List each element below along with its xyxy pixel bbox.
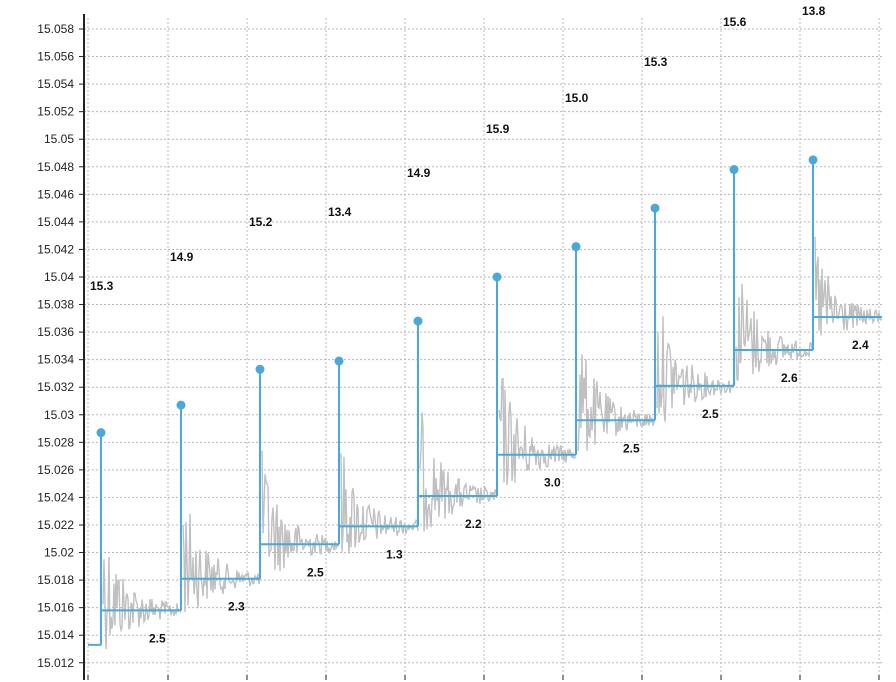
y-tick-label: 15.046 — [37, 187, 74, 201]
noise-trace — [102, 557, 182, 650]
noise-trace — [577, 354, 656, 452]
noise-trace — [656, 316, 735, 422]
y-tick-label: 15.056 — [37, 50, 74, 64]
peak-marker — [650, 203, 660, 213]
step-delta-label: 2.6 — [781, 371, 798, 385]
noise-traces — [102, 236, 883, 650]
y-tick-label: 15.044 — [37, 215, 74, 229]
y-tick-label: 15.024 — [37, 490, 74, 504]
peak-marker — [492, 272, 502, 282]
y-tick-label: 15.03 — [44, 408, 74, 422]
data-labels: 15.3 2.5 14.9 2.3 15.2 2.5 13.4 1.3 14.9 2.2 15.9 3… — [90, 4, 869, 645]
step-delta-label: 1.3 — [386, 547, 403, 561]
y-tick-label: 15.018 — [37, 573, 74, 587]
y-tick-label: 15.026 — [37, 463, 74, 477]
step-delta-label: 2.4 — [852, 338, 869, 352]
step-delta-label: 2.5 — [149, 631, 166, 645]
y-tick-label: 15.054 — [37, 77, 74, 91]
peak-value-label: 14.9 — [407, 166, 431, 180]
step-delta-label: 2.5 — [702, 407, 719, 421]
noise-trace — [340, 453, 419, 554]
peak-marker — [808, 155, 818, 165]
noise-trace — [261, 450, 340, 572]
peak-value-label: 15.9 — [486, 122, 510, 136]
noise-trace — [419, 412, 498, 532]
y-axis: 15.01215.01415.01615.01815.0215.02215.02… — [37, 14, 880, 680]
y-tick-label: 15.016 — [37, 601, 74, 615]
peak-value-label: 15.6 — [723, 15, 747, 29]
peak-marker — [729, 165, 739, 175]
peak-marker — [334, 356, 344, 366]
peak-marker — [176, 400, 186, 410]
peak-marker — [571, 242, 581, 252]
y-tick-label: 15.04 — [44, 270, 74, 284]
step-delta-label: 2.5 — [307, 565, 324, 579]
y-tick-label: 15.02 — [44, 546, 74, 560]
y-tick-label: 15.022 — [37, 518, 74, 532]
y-tick-label: 15.028 — [37, 435, 74, 449]
y-tick-label: 15.048 — [37, 160, 74, 174]
y-tick-label: 15.052 — [37, 105, 74, 119]
peak-value-label: 13.4 — [328, 205, 352, 219]
peak-value-label: 14.9 — [170, 250, 194, 264]
step-delta-label: 2.3 — [228, 600, 245, 614]
step-delta-label: 2.2 — [465, 517, 482, 531]
peak-value-label: 15.2 — [249, 215, 273, 229]
y-tick-label: 15.012 — [37, 656, 74, 670]
noise-trace — [498, 377, 577, 486]
step-traces — [88, 155, 882, 646]
y-tick-label: 15.058 — [37, 22, 74, 36]
y-tick-label: 15.042 — [37, 242, 74, 256]
peak-value-label: 15.3 — [644, 55, 668, 69]
y-tick-label: 15.036 — [37, 325, 74, 339]
y-tick-label: 15.05 — [44, 132, 74, 146]
step-delta-label: 3.0 — [544, 476, 561, 490]
peak-marker — [413, 316, 423, 326]
noise-trace — [814, 236, 883, 336]
y-tick-label: 15.034 — [37, 353, 74, 367]
noise-trace — [182, 513, 261, 613]
y-tick-label: 15.038 — [37, 298, 74, 312]
peak-value-label: 13.8 — [802, 4, 826, 18]
y-tick-label: 15.014 — [37, 628, 74, 642]
peak-value-label: 15.3 — [90, 279, 114, 293]
peak-value-label: 15.0 — [565, 91, 589, 105]
peak-marker — [255, 364, 265, 374]
peak-marker — [96, 428, 106, 438]
y-tick-label: 15.032 — [37, 380, 74, 394]
step-delta-label: 2.5 — [623, 441, 640, 455]
